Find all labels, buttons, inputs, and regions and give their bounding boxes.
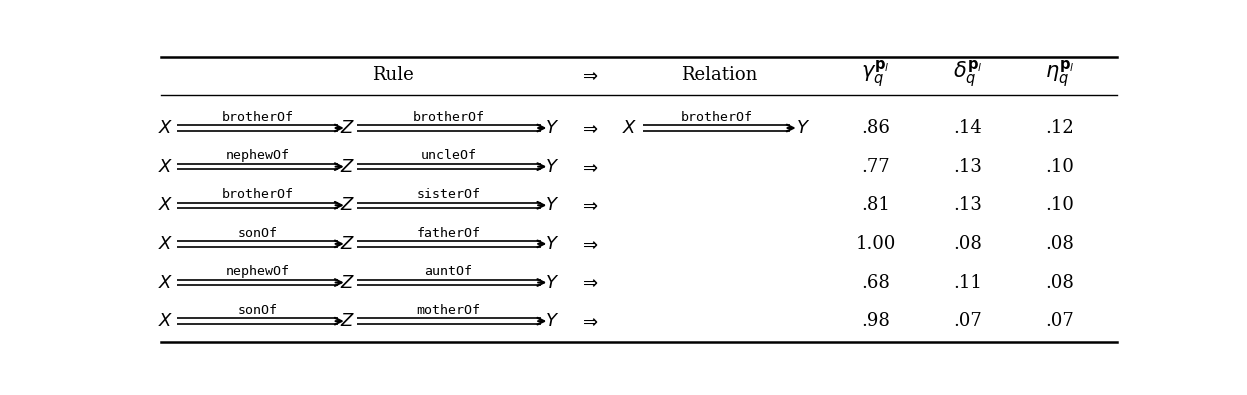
Text: $X$: $X$ [158,312,173,330]
Text: nephewOf: nephewOf [226,149,289,162]
Text: .13: .13 [953,158,983,176]
Text: brotherOf: brotherOf [681,111,752,124]
Text: $Y$: $Y$ [545,158,559,176]
Text: .10: .10 [1045,158,1074,176]
Text: $Y$: $Y$ [545,235,559,253]
Text: .98: .98 [862,312,890,330]
Text: 1.00: 1.00 [855,235,897,253]
Text: .08: .08 [1045,273,1074,292]
Text: sonOf: sonOf [237,227,278,240]
Text: $\delta_q^{\mathbf{p}_l}$: $\delta_q^{\mathbf{p}_l}$ [953,59,983,90]
Text: $Y$: $Y$ [797,119,811,137]
Text: $\eta_q^{\mathbf{p}_l}$: $\eta_q^{\mathbf{p}_l}$ [1045,59,1074,90]
Text: Relation: Relation [681,66,757,84]
Text: $\Rightarrow$: $\Rightarrow$ [579,66,599,84]
Text: $Z$: $Z$ [339,273,354,292]
Text: $X$: $X$ [158,196,173,214]
Text: fatherOf: fatherOf [416,227,480,240]
Text: .08: .08 [953,235,983,253]
Text: .68: .68 [862,273,890,292]
Text: $Y$: $Y$ [545,312,559,330]
Text: .81: .81 [862,196,890,214]
Text: $X$: $X$ [158,119,173,137]
Text: $X$: $X$ [622,119,637,137]
Text: .77: .77 [862,158,890,176]
Text: sonOf: sonOf [237,304,278,317]
Text: nephewOf: nephewOf [226,265,289,278]
Text: $X$: $X$ [158,235,173,253]
Text: .07: .07 [953,312,983,330]
Text: brotherOf: brotherOf [222,188,293,201]
Text: $Y$: $Y$ [545,273,559,292]
Text: .08: .08 [1045,235,1074,253]
Text: brotherOf: brotherOf [222,111,293,124]
Text: $\Rightarrow$: $\Rightarrow$ [579,196,599,214]
Text: sisterOf: sisterOf [416,188,480,201]
Text: $\Rightarrow$: $\Rightarrow$ [579,273,599,292]
Text: $Y$: $Y$ [545,196,559,214]
Text: auntOf: auntOf [424,265,473,278]
Text: uncleOf: uncleOf [420,149,476,162]
Text: brotherOf: brotherOf [413,111,485,124]
Text: $Z$: $Z$ [339,235,354,253]
Text: $\gamma_q^{\mathbf{p}_l}$: $\gamma_q^{\mathbf{p}_l}$ [862,59,890,90]
Text: .12: .12 [1045,119,1074,137]
Text: $\Rightarrow$: $\Rightarrow$ [579,158,599,176]
Text: $Z$: $Z$ [339,158,354,176]
Text: $Z$: $Z$ [339,196,354,214]
Text: .14: .14 [953,119,983,137]
Text: $Y$: $Y$ [545,119,559,137]
Text: $\Rightarrow$: $\Rightarrow$ [579,119,599,137]
Text: .13: .13 [953,196,983,214]
Text: .86: .86 [862,119,890,137]
Text: $Z$: $Z$ [339,312,354,330]
Text: $X$: $X$ [158,158,173,176]
Text: .11: .11 [953,273,983,292]
Text: $\Rightarrow$: $\Rightarrow$ [579,235,599,253]
Text: motherOf: motherOf [416,304,480,317]
Text: .10: .10 [1045,196,1074,214]
Text: $Z$: $Z$ [339,119,354,137]
Text: Rule: Rule [372,66,414,84]
Text: $\Rightarrow$: $\Rightarrow$ [579,312,599,330]
Text: $X$: $X$ [158,273,173,292]
Text: .07: .07 [1045,312,1074,330]
